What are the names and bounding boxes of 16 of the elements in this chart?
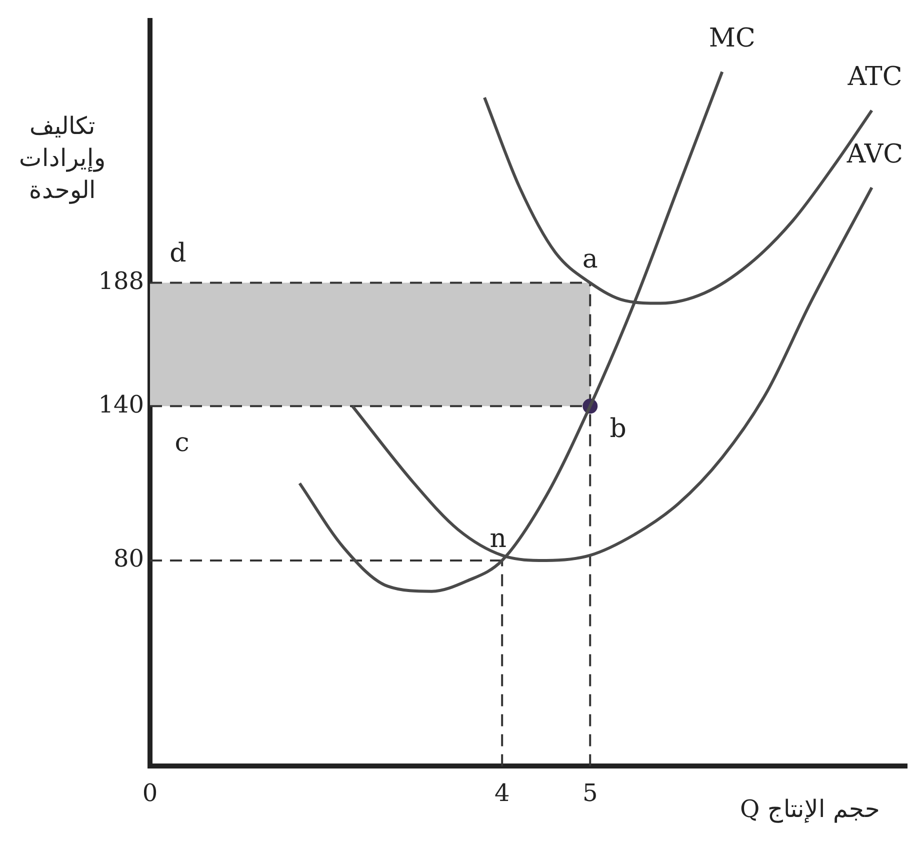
x-tick-label: 5 — [582, 778, 598, 807]
x-axis-title: حجم الإنتاج Q — [740, 795, 880, 823]
y-axis-title: تكاليف وإيرادات الوحدة — [18, 111, 107, 206]
annotation: d — [170, 238, 186, 268]
annotation: a — [582, 244, 598, 274]
series-label: ATC — [846, 62, 902, 92]
y-tick-label: 188 — [98, 266, 144, 295]
series-label: AVC — [846, 139, 904, 170]
annotation: c — [174, 428, 190, 458]
series-label: MC — [708, 24, 756, 54]
annotation: b — [610, 414, 626, 444]
x-tick-label: 0 — [142, 778, 158, 807]
annotation: n — [490, 524, 507, 554]
x-tick-label: 4 — [494, 778, 510, 807]
y-tick-label: 80 — [113, 544, 144, 573]
y-tick-label: 140 — [98, 390, 144, 418]
